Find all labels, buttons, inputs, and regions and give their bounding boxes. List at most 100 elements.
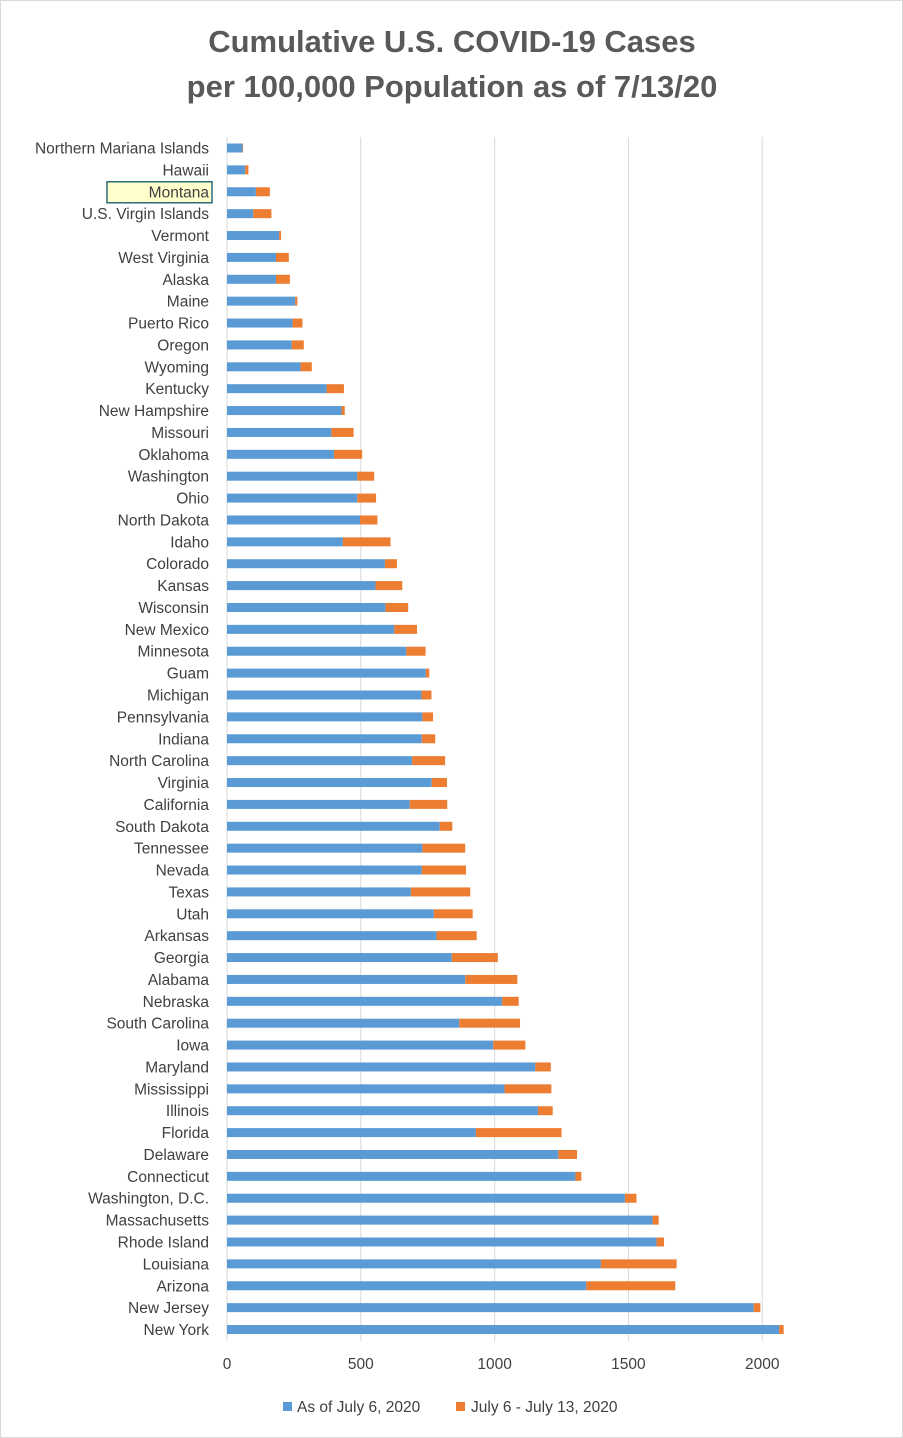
- category-label-south-carolina: South Carolina: [106, 1016, 209, 1033]
- x-tick-label-1500: 1500: [611, 1356, 646, 1373]
- bar-washington-series-2: [357, 471, 375, 481]
- bar-utah-series-2: [433, 909, 473, 919]
- category-label-minnesota: Minnesota: [137, 644, 209, 661]
- bar-massachusetts-series-1: [227, 1215, 653, 1225]
- legend-label-series-2: July 6 - July 13, 2020: [471, 1399, 618, 1416]
- chart-title-line-2: per 100,000 Population as of 7/13/20: [187, 69, 718, 104]
- category-label-rhode-island: Rhode Island: [118, 1235, 209, 1252]
- category-label-new-york: New York: [144, 1322, 210, 1339]
- legend-swatch-series-1: [283, 1402, 292, 1411]
- category-label-alabama: Alabama: [148, 972, 210, 989]
- bar-kentucky-series-2: [326, 384, 344, 394]
- bar-u-s-virgin-islands-series-1: [227, 209, 254, 219]
- category-label-arizona: Arizona: [156, 1278, 209, 1295]
- category-label-virginia: Virginia: [158, 775, 210, 792]
- bar-arkansas-series-2: [436, 931, 477, 941]
- category-label-tennessee: Tennessee: [134, 841, 209, 858]
- bar-washington-series-1: [227, 471, 358, 481]
- category-label-georgia: Georgia: [154, 950, 210, 967]
- bar-washington-d-c-series-2: [624, 1193, 637, 1203]
- bar-montana-series-2: [255, 187, 270, 197]
- bar-pennsylvania-series-1: [227, 712, 423, 722]
- category-label-west-virginia: West Virginia: [118, 250, 209, 267]
- bar-rhode-island-series-2: [656, 1237, 665, 1247]
- bar-alabama-series-1: [227, 974, 466, 984]
- bar-idaho-series-1: [227, 537, 343, 547]
- category-label-kentucky: Kentucky: [145, 381, 209, 398]
- bar-tennessee-series-2: [422, 843, 466, 853]
- bar-missouri-series-1: [227, 427, 332, 437]
- category-label-michigan: Michigan: [147, 688, 209, 705]
- category-label-maryland: Maryland: [145, 1059, 209, 1076]
- bar-louisiana-series-1: [227, 1259, 601, 1269]
- bar-ohio-series-1: [227, 493, 358, 503]
- legend-swatch-series-2: [456, 1402, 465, 1411]
- category-label-wisconsin: Wisconsin: [138, 600, 209, 617]
- bar-florida-series-2: [475, 1128, 562, 1138]
- category-label-indiana: Indiana: [158, 731, 209, 748]
- bar-south-carolina-series-2: [459, 1018, 521, 1028]
- bar-missouri-series-2: [331, 427, 354, 437]
- bar-vermont-series-1: [227, 231, 280, 241]
- bar-oklahoma-series-2: [334, 449, 363, 459]
- bar-north-carolina-series-2: [412, 756, 446, 766]
- x-tick-label-0: 0: [223, 1356, 232, 1373]
- category-label-florida: Florida: [162, 1125, 210, 1142]
- category-label-nevada: Nevada: [156, 863, 210, 880]
- bar-new-jersey-series-2: [753, 1303, 761, 1313]
- chart-title-line-1: Cumulative U.S. COVID-19 Cases: [208, 24, 696, 59]
- category-label-oregon: Oregon: [157, 337, 209, 354]
- bar-illinois-series-1: [227, 1106, 538, 1116]
- bar-iowa-series-2: [493, 1040, 526, 1050]
- category-highlight: [106, 181, 213, 204]
- category-labels: Northern Mariana Islands Hawaii Montana U.S…: [35, 141, 210, 1340]
- category-label-puerto-rico: Puerto Rico: [128, 316, 209, 333]
- bar-louisiana-series-2: [600, 1259, 677, 1269]
- category-label-delaware: Delaware: [144, 1147, 209, 1164]
- bar-alaska-series-2: [275, 274, 290, 284]
- bar-kansas-series-2: [375, 581, 403, 591]
- category-label-northern-mariana-islands: Northern Mariana Islands: [35, 141, 209, 158]
- bar-montana-series-1: [227, 187, 256, 197]
- bar-alaska-series-1: [227, 274, 276, 284]
- bar-texas-series-2: [410, 887, 471, 897]
- bar-florida-series-1: [227, 1128, 476, 1138]
- bar-delaware-series-1: [227, 1149, 559, 1159]
- bar-south-dakota-series-1: [227, 821, 440, 831]
- category-label-mississippi: Mississippi: [134, 1081, 209, 1098]
- category-label-north-carolina: North Carolina: [109, 753, 209, 770]
- bar-wisconsin-series-1: [227, 602, 386, 612]
- bar-northern-mariana-islands-series-1: [227, 143, 243, 153]
- bar-arkansas-series-1: [227, 931, 437, 941]
- category-label-nebraska: Nebraska: [143, 994, 210, 1011]
- bar-delaware-series-2: [558, 1149, 578, 1159]
- category-label-massachusetts: Massachusetts: [106, 1213, 210, 1230]
- category-label-ohio: Ohio: [176, 491, 209, 508]
- bar-pennsylvania-series-2: [422, 712, 434, 722]
- bar-maine-series-1: [227, 296, 296, 306]
- category-label-new-mexico: New Mexico: [125, 622, 209, 639]
- bar-connecticut-series-1: [227, 1171, 576, 1181]
- bar-virginia-series-2: [431, 778, 447, 788]
- bar-new-mexico-series-1: [227, 624, 395, 634]
- bar-nebraska-series-2: [502, 996, 519, 1006]
- bar-idaho-series-2: [342, 537, 391, 547]
- bar-nevada-series-1: [227, 865, 422, 875]
- category-label-missouri: Missouri: [151, 425, 209, 442]
- x-tick-label-500: 500: [348, 1356, 374, 1373]
- bar-vermont-series-2: [279, 231, 282, 241]
- bar-mississippi-series-2: [504, 1084, 552, 1094]
- category-label-pennsylvania: Pennsylvania: [117, 709, 210, 726]
- bar-washington-d-c-series-1: [227, 1193, 625, 1203]
- bar-tennessee-series-1: [227, 843, 423, 853]
- category-label-colorado: Colorado: [146, 556, 209, 573]
- bar-hawaii-series-2: [245, 165, 249, 175]
- bar-georgia-series-2: [451, 953, 498, 963]
- legend: As of July 6, 2020 July 6 - July 13, 2020: [283, 1399, 618, 1416]
- bar-guam-series-2: [425, 668, 430, 678]
- bar-new-jersey-series-1: [227, 1303, 754, 1313]
- bar-south-dakota-series-2: [439, 821, 453, 831]
- bar-connecticut-series-2: [575, 1171, 582, 1181]
- bar-west-virginia-series-1: [227, 252, 276, 262]
- bar-north-dakota-series-1: [227, 515, 361, 525]
